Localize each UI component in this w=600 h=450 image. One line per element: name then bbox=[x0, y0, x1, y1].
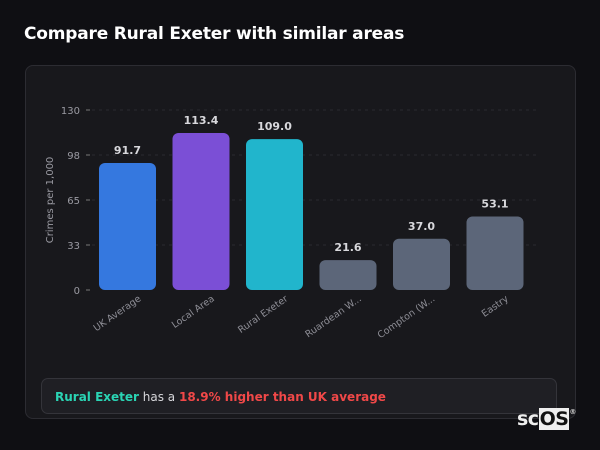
bar bbox=[172, 132, 230, 290]
summary-highlight: 18.9% higher than UK average bbox=[178, 390, 386, 404]
data-label: 53.1 bbox=[481, 197, 508, 210]
bar bbox=[466, 216, 524, 290]
bar bbox=[319, 260, 377, 290]
data-label: 91.7 bbox=[114, 144, 141, 157]
y-tick-label: 0 bbox=[74, 286, 80, 297]
scos-logo: scOS® bbox=[517, 408, 576, 430]
y-axis-label: Crimes per 1,000 bbox=[45, 157, 56, 244]
bar bbox=[99, 163, 156, 290]
y-tick-label: 65 bbox=[67, 196, 80, 207]
data-label: 113.4 bbox=[184, 114, 219, 127]
data-label: 37.0 bbox=[408, 220, 435, 233]
bar bbox=[246, 139, 303, 290]
x-tick-label: Compton (W... bbox=[376, 293, 438, 341]
x-tick-label: UK Average bbox=[92, 293, 144, 334]
summary-banner: Rural Exeter has a 18.9% higher than UK … bbox=[41, 378, 557, 414]
x-tick-label: Ruardean W... bbox=[303, 293, 363, 340]
x-tick-label: Local Area bbox=[170, 293, 217, 330]
y-tick-label: 130 bbox=[61, 106, 80, 117]
page-title: Compare Rural Exeter with similar areas bbox=[24, 24, 405, 44]
y-tick-label: 33 bbox=[67, 241, 80, 252]
x-tick-label: Rural Exeter bbox=[236, 293, 290, 335]
summary-area: Rural Exeter bbox=[55, 390, 139, 404]
x-tick-label: Eastry bbox=[480, 293, 511, 319]
data-label: 21.6 bbox=[334, 241, 361, 254]
summary-text: has a bbox=[138, 390, 179, 404]
y-tick-label: 98 bbox=[67, 151, 80, 162]
bar bbox=[393, 238, 450, 290]
data-label: 109.0 bbox=[257, 120, 292, 133]
